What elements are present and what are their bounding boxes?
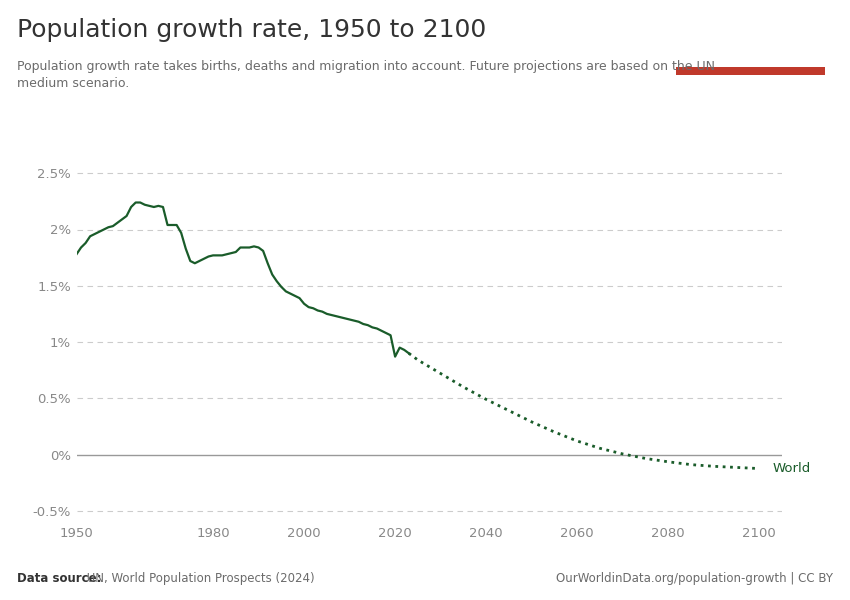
Text: UN, World Population Prospects (2024): UN, World Population Prospects (2024): [83, 572, 314, 585]
Text: Population growth rate takes births, deaths and migration into account. Future p: Population growth rate takes births, dea…: [17, 60, 715, 90]
Text: Our World: Our World: [717, 23, 784, 36]
Text: Population growth rate, 1950 to 2100: Population growth rate, 1950 to 2100: [17, 18, 486, 42]
Text: Data source:: Data source:: [17, 572, 101, 585]
Text: OurWorldinData.org/population-growth | CC BY: OurWorldinData.org/population-growth | C…: [556, 572, 833, 585]
Bar: [676, 67, 824, 75]
Text: in Data: in Data: [726, 42, 774, 55]
Text: World: World: [773, 462, 811, 475]
